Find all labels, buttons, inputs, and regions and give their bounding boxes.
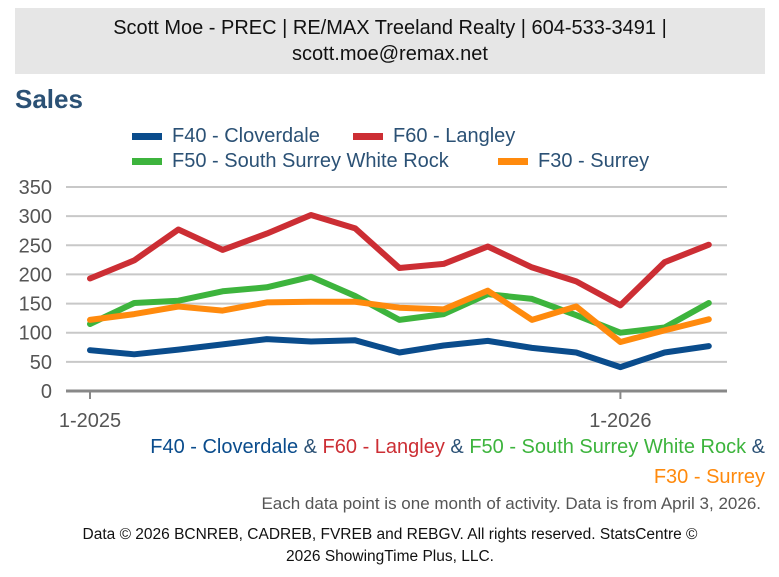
legend-swatch-south-surrey: [132, 158, 162, 165]
summary-langley: F60 - Langley: [322, 436, 445, 458]
y-tick-label-100: 100: [19, 323, 52, 345]
summary-amp-2: &: [450, 436, 464, 458]
legend-swatch-langley: [353, 133, 383, 140]
summary-cloverdale: F40 - Cloverdale: [150, 436, 299, 458]
agent-contact-line2: scott.moe@remax.net: [292, 43, 488, 65]
summary-amp-1: &: [303, 436, 317, 458]
chart-title: Sales: [15, 84, 83, 114]
legend-item-surrey: F30 - Surrey: [498, 150, 649, 173]
agent-contact-line1: Scott Moe - PREC | RE/MAX Treeland Realt…: [113, 17, 667, 39]
copyright: Data © 2026 BCNREB, CADREB, FVREB and RE…: [15, 524, 765, 568]
copyright-line2: 2026 ShowingTime Plus, LLC.: [286, 548, 494, 565]
agent-header: Scott Moe - PREC | RE/MAX Treeland Realt…: [15, 8, 765, 74]
y-tick-label-300: 300: [19, 206, 52, 228]
summary-surrey: F30 - Surrey: [653, 466, 765, 488]
series-line-f40-cloverdale: [87, 336, 712, 371]
series-summary: F40 - Cloverdale & F60 - Langley & F50 -…: [125, 432, 765, 492]
legend-label-cloverdale: F40 - Cloverdale: [172, 125, 320, 147]
y-tick-label-200: 200: [19, 264, 52, 286]
legend-item-south-surrey: F50 - South Surrey White Rock: [132, 150, 449, 173]
x-tick-label-1-2025: 1-2025: [59, 410, 121, 432]
y-tick-label-0: 0: [41, 381, 52, 403]
summary-amp-3: &: [751, 436, 765, 458]
legend-item-langley: F60 - Langley: [353, 125, 515, 148]
x-tick-label-1-2026: 1-2026: [589, 410, 651, 432]
y-tick-label-350: 350: [19, 177, 52, 199]
y-tick-label-50: 50: [30, 352, 52, 374]
y-tick-label-150: 150: [19, 294, 52, 316]
series-line-f60-langley: [87, 212, 712, 309]
legend-swatch-cloverdale: [132, 133, 162, 140]
legend-swatch-surrey: [498, 158, 528, 165]
legend-label-south-surrey: F50 - South Surrey White Rock: [172, 150, 449, 172]
data-note: Each data point is one month of activity…: [261, 494, 761, 513]
copyright-line1: Data © 2026 BCNREB, CADREB, FVREB and RE…: [82, 526, 698, 543]
legend-label-surrey: F30 - Surrey: [538, 150, 650, 172]
legend-label-langley: F60 - Langley: [393, 125, 516, 147]
series-line-f30-surrey: [87, 287, 712, 345]
summary-south-surrey: F50 - South Surrey White Rock: [469, 436, 747, 458]
legend-item-cloverdale: F40 - Cloverdale: [132, 125, 320, 148]
y-tick-label-250: 250: [19, 235, 52, 257]
